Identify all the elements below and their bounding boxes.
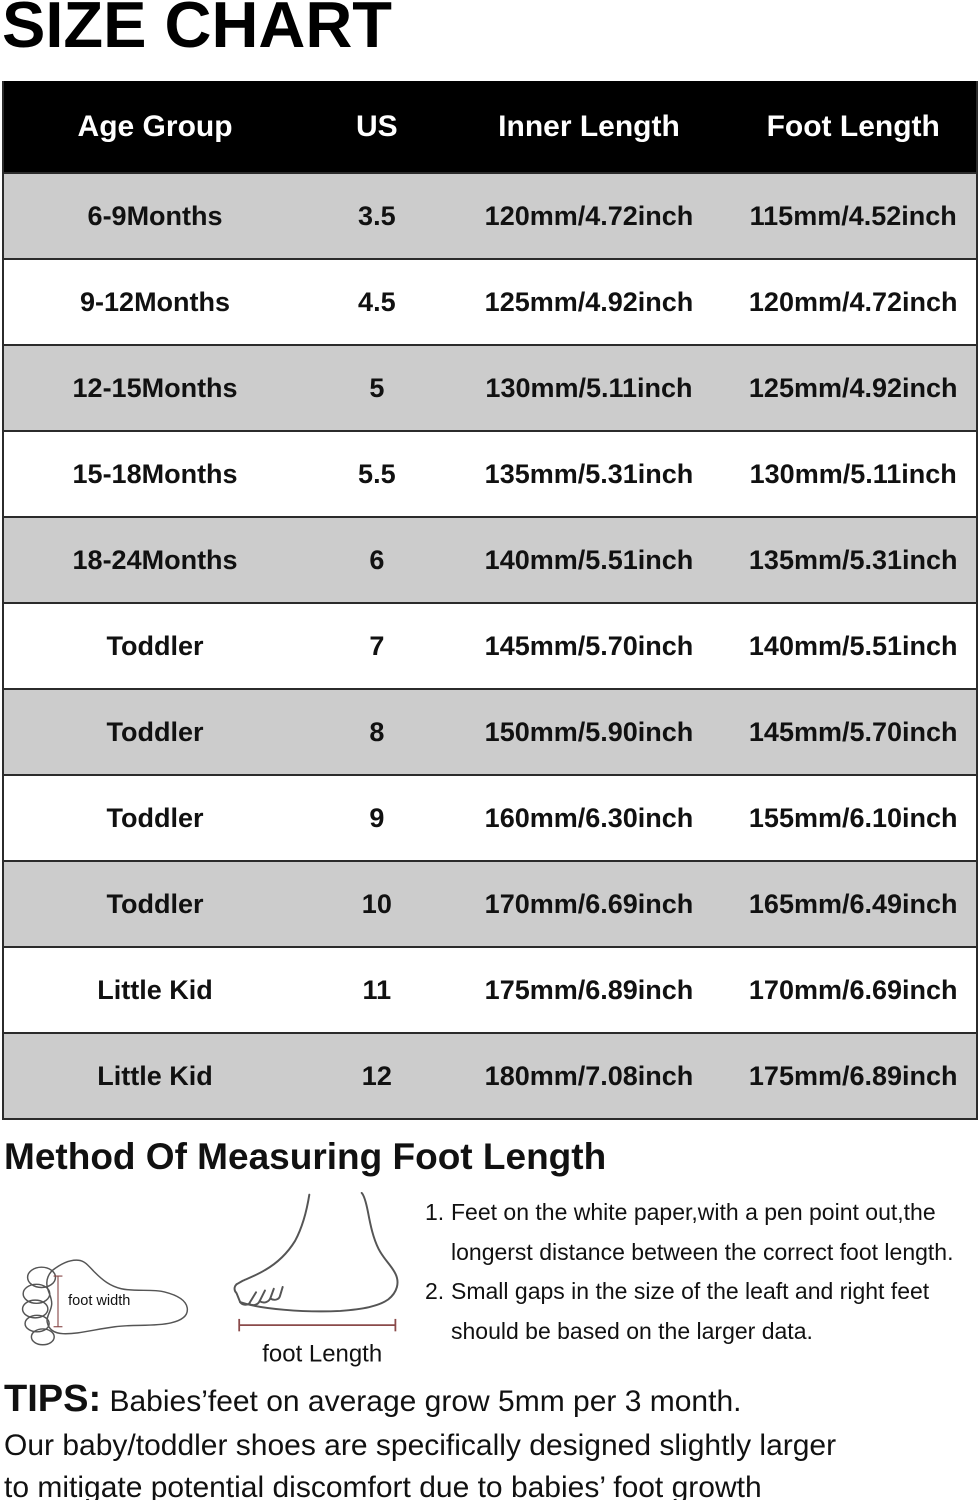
svg-text:foot width: foot width <box>68 1293 130 1309</box>
svg-text:foot Length: foot Length <box>262 1341 382 1368</box>
